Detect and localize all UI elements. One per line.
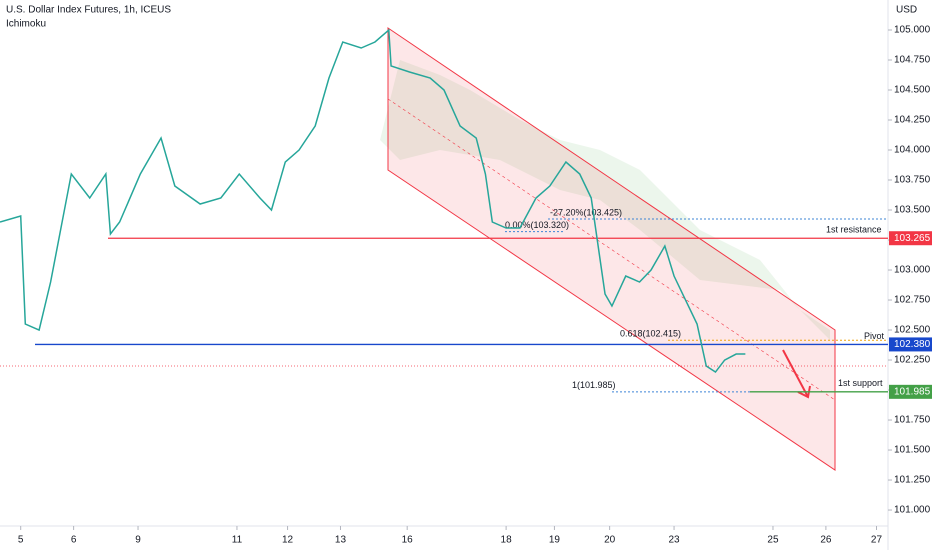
- fib-label: -27.20%(103.425): [550, 207, 622, 217]
- y-tick-label: 104.250: [894, 115, 931, 126]
- price-line: [0, 28, 746, 374]
- y-tick-label: 104.750: [894, 55, 931, 66]
- forecast-arrow: [782, 349, 809, 398]
- ichimoku-cloud: [380, 60, 830, 340]
- y-tick-label: 102.750: [894, 295, 931, 306]
- price-tag-label: 103.265: [894, 233, 931, 244]
- x-tick-label: 16: [402, 535, 414, 546]
- x-tick-label: 20: [604, 535, 616, 546]
- level-name: 1st support: [838, 378, 883, 388]
- x-tick-label: 9: [135, 535, 141, 546]
- level-name: 1st resistance: [826, 225, 882, 235]
- x-tick-label: 5: [18, 535, 24, 546]
- chart-title: U.S. Dollar Index Futures, 1h, ICEUS: [6, 5, 171, 16]
- x-tick-label: 11: [232, 535, 243, 546]
- y-tick-label: 104.000: [894, 145, 931, 156]
- price-tag: [889, 384, 932, 399]
- x-tick-label: 18: [501, 535, 513, 546]
- price-tag-label: 102.380: [894, 339, 931, 350]
- x-tick-label: 19: [549, 535, 561, 546]
- price-tag: [889, 337, 932, 352]
- axis-unit: USD: [896, 5, 917, 16]
- level-name: Pivot: [864, 331, 885, 341]
- y-tick-label: 103.500: [894, 205, 931, 216]
- x-tick-label: 23: [668, 535, 680, 546]
- y-tick-label: 104.500: [894, 85, 931, 96]
- indicator-name: Ichimoku: [6, 19, 46, 30]
- y-tick-label: 101.000: [894, 505, 931, 516]
- y-tick-label: 101.250: [894, 475, 931, 486]
- y-tick-label: 105.000: [894, 25, 931, 36]
- y-tick-label: 102.250: [894, 355, 931, 366]
- descending-channel: [387, 27, 836, 471]
- x-tick-label: 26: [820, 535, 832, 546]
- price-tag: [889, 231, 932, 246]
- y-tick-label: 102.500: [894, 325, 931, 336]
- y-tick-label: 101.750: [894, 415, 931, 426]
- x-tick-label: 13: [335, 535, 347, 546]
- x-tick-label: 12: [282, 535, 294, 546]
- y-tick-label: 103.000: [894, 265, 931, 276]
- x-tick-label: 6: [71, 535, 77, 546]
- x-tick-label: 27: [871, 535, 883, 546]
- forecast-arrow-head: [797, 385, 811, 399]
- fib-label: 0.00%(103.320): [505, 220, 569, 230]
- fib-label: 0.618(102.415): [620, 329, 681, 339]
- fib-label: 1(101.985): [572, 380, 616, 390]
- x-tick-label: 25: [767, 535, 779, 546]
- price-tag-label: 101.985: [894, 386, 931, 397]
- y-tick-label: 101.500: [894, 445, 931, 456]
- y-tick-label: 103.750: [894, 175, 931, 186]
